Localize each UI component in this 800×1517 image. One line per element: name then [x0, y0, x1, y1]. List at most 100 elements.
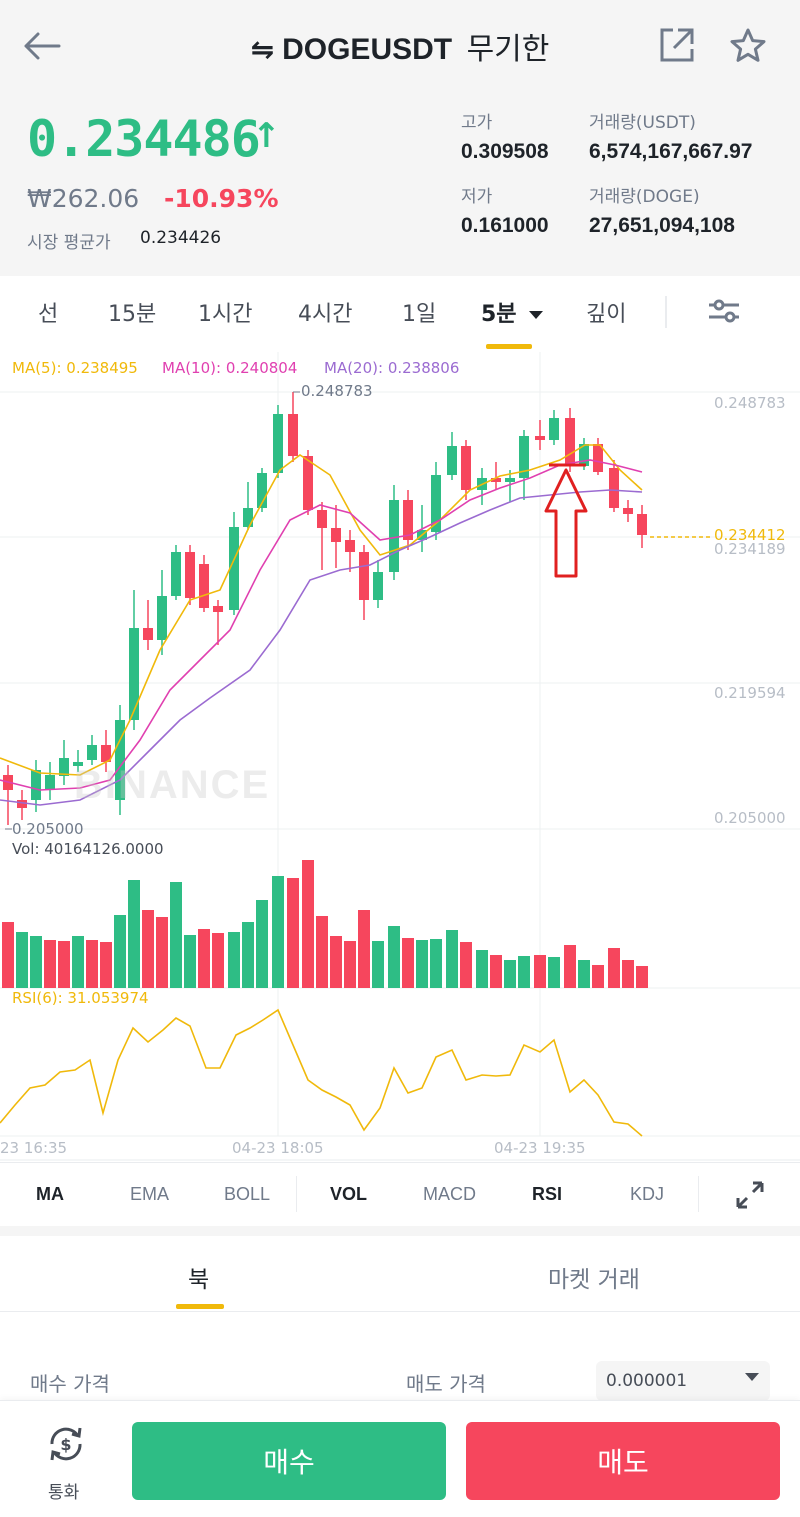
candles	[3, 392, 647, 825]
tab-1d[interactable]: 1일	[402, 302, 437, 327]
candle-body	[519, 436, 529, 478]
tab-orderbook[interactable]: 북	[188, 1267, 210, 1293]
volume-bar	[636, 966, 648, 988]
candle-body	[59, 758, 69, 776]
indicator-rsi[interactable]: RSI	[532, 1184, 563, 1204]
share-button[interactable]	[654, 22, 700, 68]
volume-bar	[128, 880, 140, 988]
volume-bar	[504, 960, 516, 988]
high-label: 고가	[461, 113, 493, 133]
tab-4h[interactable]: 4시간	[298, 302, 353, 327]
volume-bar	[30, 936, 42, 988]
krw-price: ₩262.06	[27, 184, 140, 213]
back-button[interactable]	[18, 22, 66, 70]
precision-select[interactable]: 0.000001	[596, 1361, 770, 1401]
volume-bar	[242, 922, 254, 988]
indicator-boll[interactable]: BOLL	[224, 1184, 271, 1204]
indicator-ema[interactable]: EMA	[130, 1184, 170, 1204]
active-subtab-indicator	[176, 1304, 224, 1309]
moving-average-lines	[0, 444, 643, 1137]
candle-body	[403, 500, 413, 540]
indicator-macd[interactable]: MACD	[423, 1184, 476, 1204]
active-tab-indicator	[486, 344, 532, 349]
svg-text:$: $	[60, 1435, 71, 1454]
volume-bar	[592, 965, 604, 988]
volume-bar	[198, 929, 210, 988]
favorite-button[interactable]	[724, 22, 772, 70]
volume-bar	[156, 917, 168, 988]
precision-value: 0.000001	[606, 1371, 688, 1391]
low-label: 저가	[461, 187, 493, 207]
price-up-arrow-icon: ↑	[252, 116, 281, 156]
tab-5m[interactable]: 5분	[481, 296, 544, 328]
ma-line	[0, 459, 643, 791]
volume-bar	[608, 948, 620, 988]
candle-body	[143, 628, 153, 640]
candle-body	[373, 572, 383, 600]
chart-settings-button[interactable]	[702, 293, 746, 329]
volume-bar	[388, 926, 400, 988]
annotation-arrow	[544, 463, 588, 578]
volume-label: Vol: 40164126.0000	[12, 840, 164, 858]
candle-body	[317, 510, 327, 528]
sell-button[interactable]: 매도	[466, 1422, 780, 1500]
ma5-legend: MA(5): 0.238495	[12, 359, 138, 377]
volume-bar	[44, 940, 56, 988]
indicator-ma[interactable]: MA	[36, 1184, 64, 1204]
candle-body	[431, 475, 441, 532]
page-title[interactable]: ⇋ DOGEUSDT 무기한	[0, 24, 800, 68]
indicator-vol[interactable]: VOL	[330, 1184, 368, 1204]
volume-bar	[446, 930, 458, 988]
tab-1h[interactable]: 1시간	[198, 302, 253, 327]
volume-bar	[548, 957, 560, 988]
volume-bar	[256, 900, 268, 988]
volume-bar	[58, 941, 70, 988]
volume-bar	[114, 915, 126, 988]
indicator-divider	[296, 1176, 297, 1212]
price-axis-label: 0.205000	[714, 809, 786, 827]
fullscreen-button[interactable]	[730, 1177, 770, 1213]
caret-down-icon	[529, 311, 544, 319]
volume-bar	[302, 860, 314, 988]
volume-bar	[330, 936, 342, 988]
volume-bar	[228, 932, 240, 988]
volume-bar	[430, 939, 442, 988]
volume-bar	[142, 910, 154, 988]
volume-bar	[344, 941, 356, 988]
tab-market-trades[interactable]: 마켓 거래	[548, 1267, 640, 1293]
candle-body	[565, 418, 575, 466]
buy-button[interactable]: 매수	[132, 1422, 446, 1500]
candle-body	[303, 456, 313, 510]
subtab-divider	[0, 1311, 800, 1312]
watermark: BINANCE	[74, 763, 271, 807]
swap-icon: ⇋	[250, 33, 275, 66]
volume-usdt-label: 거래량(USDT)	[589, 113, 696, 133]
candle-body	[199, 564, 209, 608]
candlestick-chart[interactable]	[0, 352, 800, 1162]
candle-body	[389, 500, 399, 572]
candle-body	[157, 596, 167, 640]
currency-convert-icon: $	[50, 1427, 82, 1461]
star-icon	[730, 28, 766, 62]
volume-doge-label: 거래량(DOGE)	[589, 187, 700, 207]
price-axis-label: 0.234189	[714, 540, 786, 558]
low-value: 0.161000	[461, 214, 549, 237]
tab-15m[interactable]: 15분	[108, 302, 157, 327]
tab-depth[interactable]: 깊이	[586, 302, 627, 327]
bid-price-header: 매수 가격	[30, 1372, 110, 1396]
tab-line[interactable]: 선	[38, 302, 59, 327]
candle-body	[549, 418, 559, 440]
indicator-kdj[interactable]: KDJ	[630, 1184, 665, 1204]
volume-bar	[460, 942, 472, 988]
current-price-label: 0.234412	[714, 526, 786, 544]
candle-body	[101, 745, 111, 762]
indicator-divider	[698, 1176, 699, 1212]
candle-body	[461, 446, 471, 490]
volume-bar	[272, 876, 284, 988]
time-axis-label: 04-23 18:05	[232, 1139, 324, 1157]
candle-body	[45, 775, 55, 790]
convert-button[interactable]: $	[30, 1420, 102, 1500]
volume-bar	[518, 956, 530, 988]
rsi-label: RSI(6): 31.053974	[12, 989, 149, 1007]
volume-doge-value: 27,651,094,108	[589, 214, 735, 237]
